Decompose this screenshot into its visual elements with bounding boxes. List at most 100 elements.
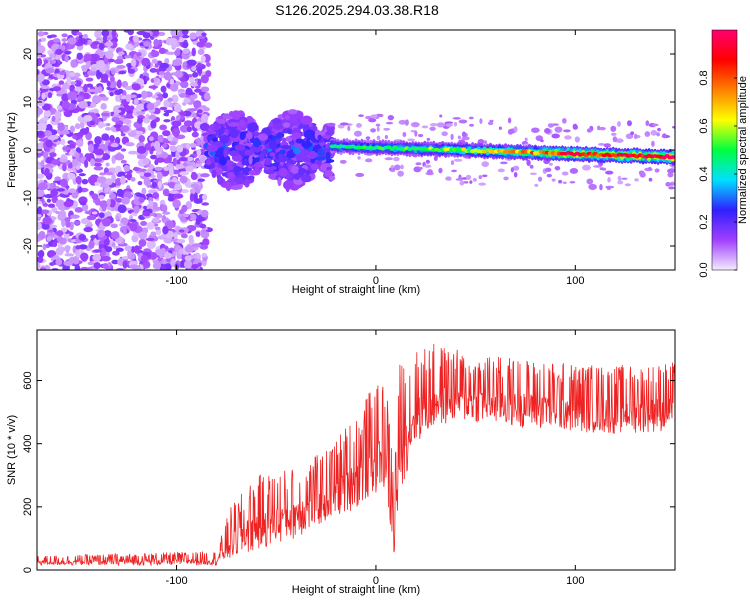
heatmap-cell (89, 158, 95, 167)
heatmap-cell (546, 173, 552, 178)
heatmap-cell (438, 167, 443, 174)
heatmap-cell (123, 30, 132, 33)
heatmap-cell (365, 136, 371, 141)
heatmap-cell (196, 41, 206, 48)
heatmap-cell (645, 120, 650, 127)
heatmap-cell (163, 236, 173, 244)
heatmap-cell (200, 209, 209, 218)
heatmap-cell (57, 122, 65, 131)
heatmap-cell (223, 148, 228, 158)
heatmap-cell (122, 118, 132, 125)
heatmap-cell (155, 157, 165, 163)
heatmap-cell (272, 123, 284, 130)
snr-y-ticks: 0 200 400 600 (22, 371, 675, 573)
heatmap-cell (80, 266, 90, 270)
heatmap-cell (227, 164, 234, 171)
heatmap-cell (81, 203, 89, 212)
heatmap-cell (43, 109, 51, 118)
heatmap-cell (87, 70, 97, 76)
heatmap-cell (162, 188, 170, 197)
heatmap-cell (41, 103, 51, 111)
heatmap-cell (122, 260, 128, 269)
colorbar-tick-label: 0.0 (698, 262, 710, 277)
heatmap-cell (453, 158, 463, 162)
heatmap-cell (59, 178, 68, 188)
heatmap-cell (109, 75, 115, 82)
heatmap-cell (75, 152, 80, 160)
heatmap-cell (287, 127, 293, 135)
heatmap-cell (133, 98, 139, 105)
heatmap-cell (93, 162, 103, 167)
heatmap-cell (183, 213, 190, 218)
heatmap-cell (189, 32, 197, 40)
heatmap-cell (191, 93, 198, 100)
heatmap-cell (667, 172, 674, 178)
heatmap-cell (47, 229, 55, 233)
heatmap-cell (161, 143, 168, 148)
heatmap-cell (117, 171, 126, 176)
heatmap-cell (599, 167, 605, 171)
heatmap-cell (593, 165, 602, 168)
heatmap-cell (111, 242, 116, 247)
heatmap-cell (186, 59, 197, 67)
heatmap-cell (37, 107, 44, 116)
heatmap-cell (210, 162, 215, 168)
heatmap-cell (96, 59, 106, 69)
heatmap-cell (170, 258, 176, 268)
heatmap-cell (67, 91, 78, 101)
heatmap-cell (634, 133, 638, 140)
heatmap-cell (163, 252, 172, 259)
heatmap-cell (51, 159, 61, 166)
heatmap-cell (37, 182, 48, 191)
heatmap-cell (157, 134, 164, 143)
heatmap-cell (130, 246, 136, 253)
heatmap-cell (58, 158, 69, 163)
heatmap-cell (164, 58, 170, 65)
heatmap-cell (65, 220, 71, 228)
heatmap-cell (159, 62, 170, 69)
heatmap-cell (136, 145, 147, 154)
heatmap-cell (168, 181, 176, 189)
heatmap-cell (37, 250, 45, 258)
heatmap-cell (142, 211, 151, 217)
heatmap-cell (384, 135, 389, 140)
heatmap-cell (46, 232, 56, 237)
snr-x-ticks: -100 0 100 (166, 330, 584, 587)
heatmap-cell (200, 74, 209, 84)
heatmap-cell (54, 118, 60, 124)
heatmap-cell (54, 176, 62, 181)
heatmap-cell (138, 231, 148, 240)
heatmap-cell (665, 182, 674, 186)
heatmap-cell (93, 262, 101, 270)
heatmap-cell (53, 38, 61, 43)
heatmap-cell (186, 126, 192, 133)
heatmap-cell (90, 66, 97, 72)
spectrogram-x-axis-title: Height of straight line (km) (292, 284, 420, 296)
heatmap-cell (626, 120, 632, 127)
heatmap-cell (165, 263, 172, 270)
heatmap-cell (650, 129, 658, 136)
heatmap-cell (163, 119, 171, 123)
heatmap-cell (71, 158, 79, 167)
heatmap-cell (199, 223, 207, 229)
heatmap-cell (130, 177, 136, 182)
heatmap-cell (339, 159, 347, 164)
heatmap-cell (597, 125, 601, 131)
heatmap-cell (68, 150, 75, 156)
heatmap-cell (269, 152, 276, 157)
heatmap-cell (404, 119, 409, 126)
heatmap-cell (173, 193, 184, 199)
heatmap-cell (169, 145, 177, 153)
heatmap-cell (116, 79, 122, 89)
heatmap-cell (87, 176, 98, 185)
heatmap-cell (114, 109, 122, 114)
heatmap-cell (670, 155, 675, 159)
heatmap-cell (178, 248, 184, 255)
heatmap-cell (110, 223, 118, 228)
colorbar-scale (711, 29, 738, 271)
heatmap-cell (50, 188, 59, 197)
heatmap-cell (662, 133, 667, 139)
heatmap-cell (58, 80, 65, 85)
heatmap-cell (201, 252, 207, 258)
heatmap-cell (49, 262, 56, 266)
